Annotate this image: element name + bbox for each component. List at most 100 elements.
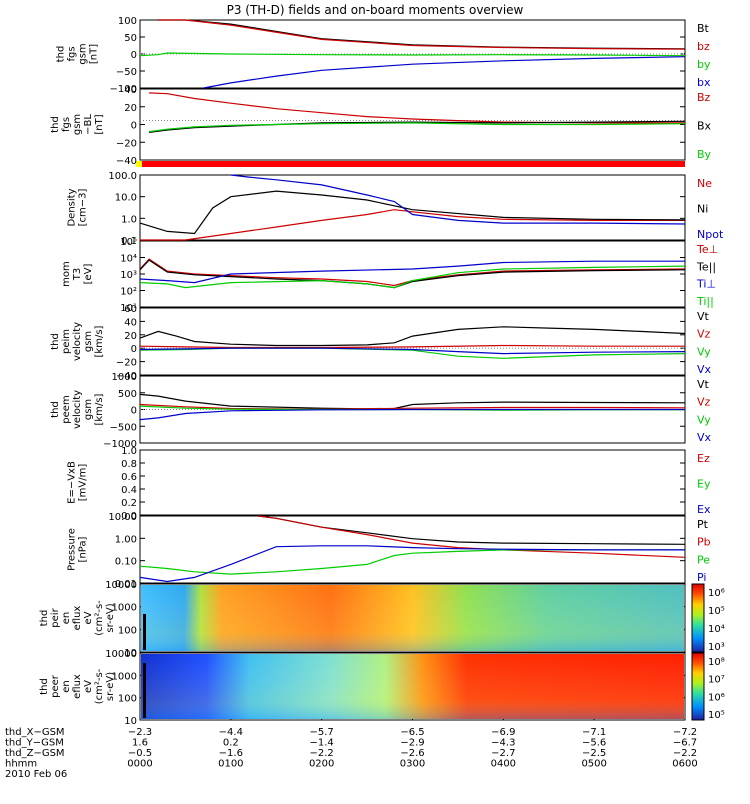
x-axis-value: −6.5 (400, 727, 424, 738)
y-tick-label: 0 (131, 406, 137, 417)
legend-label: Bx (697, 120, 712, 133)
y-tick-label: −500 (110, 422, 137, 433)
legend-label: Vx (697, 363, 712, 376)
legend-label: Ti|| (696, 295, 714, 308)
x-axis-row-label: thd_Y−GSM (5, 738, 64, 749)
y-tick-label: 100.0 (108, 171, 137, 182)
y-axis-label: [nPa] (78, 536, 89, 562)
x-axis-value: −4.3 (491, 738, 515, 749)
y-tick-label: −50 (116, 67, 137, 78)
x-axis-value: −4.4 (219, 727, 243, 738)
legend-label: Ez (697, 452, 710, 465)
y-tick-label: 0.4 (121, 485, 137, 496)
date-label: 2010 Feb 06 (5, 769, 67, 780)
colorbar (691, 652, 705, 721)
y-tick-label: 10³ (120, 270, 137, 281)
legend-label: Npot (697, 228, 724, 241)
series-line-Ne (140, 209, 685, 241)
y-axis-label: thd (50, 401, 61, 418)
colorbar-tick-label: 10⁸ (708, 657, 725, 668)
y-axis-label: sr-eV) (105, 672, 116, 701)
y-tick-label: 500 (118, 389, 137, 400)
x-axis-row-label: thd_X−GSM (5, 727, 65, 738)
colorbar-tick-label: 10⁶ (708, 692, 725, 703)
y-axis-label: [km/s] (94, 393, 105, 425)
y-tick-label: 0.8 (121, 459, 137, 470)
spectrogram-shade (141, 585, 684, 651)
y-tick-label: 10¹ (120, 303, 137, 314)
series-line-Vt (139, 326, 686, 347)
y-axis-label: peem (61, 395, 72, 423)
y-axis-label: [mV/m] (78, 464, 89, 502)
series-line-Vt (139, 393, 686, 410)
colorbar-tick-label: 10⁵ (708, 710, 725, 721)
y-tick-label: 1000 (112, 603, 137, 614)
y-tick-label: 0.1 (121, 236, 137, 247)
y-tick-label: 20 (124, 331, 137, 342)
series-line-Vx (139, 347, 686, 355)
y-axis-label: [cm−3] (78, 189, 89, 227)
x-axis-value: 0.2 (223, 738, 239, 749)
y-tick-label: 40 (124, 85, 137, 96)
y-axis-label: peir (50, 607, 61, 627)
y-axis-label: [eV] (83, 264, 94, 285)
y-axis-label: fgs (61, 117, 72, 132)
legend-label: Vt (697, 310, 710, 323)
legend-label: Bz (697, 91, 711, 104)
y-axis-label: [nT] (89, 44, 100, 64)
legend-label: Ne (697, 177, 712, 190)
series-line-Bz (149, 92, 685, 124)
panel-frame (139, 240, 686, 308)
y-tick-label: −100 (110, 84, 137, 95)
x-axis-value: −7.1 (582, 727, 606, 738)
y-tick-label: −40 (116, 156, 137, 167)
y-tick-label: 0 (131, 344, 137, 355)
x-axis-value: −2.7 (491, 748, 515, 759)
x-axis-value: −2.2 (310, 748, 334, 759)
y-axis-label: thd (39, 610, 50, 627)
y-axis-label: thd (50, 116, 61, 133)
series-line-Bt (158, 19, 686, 50)
y-tick-label: 10 (124, 716, 137, 727)
series-line-Vx (139, 408, 685, 421)
legend-label: bx (697, 76, 711, 89)
y-tick-label: 40 (124, 317, 137, 328)
legend-label: Vz (697, 396, 711, 409)
y-tick-label: 10000 (105, 649, 137, 660)
y-tick-label: 50 (124, 33, 137, 44)
legend-label: Ex (697, 503, 711, 516)
legend-label: Te|| (696, 260, 716, 273)
y-tick-label: 1.00 (115, 534, 137, 545)
legend-label: Ti⊥ (696, 278, 716, 291)
y-axis-label: velocity (72, 390, 83, 429)
y-tick-label: 10² (120, 287, 137, 298)
colorbar (691, 583, 705, 653)
y-tick-label: 1000 (112, 671, 137, 682)
y-tick-label: 10000 (105, 580, 137, 591)
x-axis-value: −2.2 (673, 748, 697, 759)
x-axis-row-label: hhmm (5, 759, 37, 770)
legend-label: Vy (697, 413, 711, 426)
x-axis-value: −2.6 (400, 748, 424, 759)
y-axis-label: gsm (83, 399, 94, 420)
series-line-Pb (258, 515, 686, 558)
x-axis-value: −1.4 (310, 738, 334, 749)
y-tick-label: 1000 (112, 372, 137, 383)
y-axis-label: fgs (67, 46, 78, 61)
legend-label: Te⊥ (696, 243, 718, 256)
y-axis-label: eflux (72, 674, 83, 699)
series-line-by (139, 52, 686, 57)
data-gap-bar (143, 614, 146, 650)
y-axis-label: [km/s] (94, 325, 105, 357)
y-tick-label: 10⁵ (120, 237, 137, 248)
y-tick-label: 0.2 (121, 498, 137, 509)
y-axis-label: Pressure (67, 528, 78, 571)
colorbar-tick-label: 10³ (708, 642, 725, 653)
panel-frame (139, 449, 686, 516)
x-axis-value: 0200 (309, 759, 334, 770)
y-tick-label: 10⁴ (120, 254, 137, 265)
panel-frame (139, 583, 686, 653)
y-tick-label: −20 (116, 138, 137, 149)
y-axis-label: (cm²-s- (94, 668, 105, 704)
